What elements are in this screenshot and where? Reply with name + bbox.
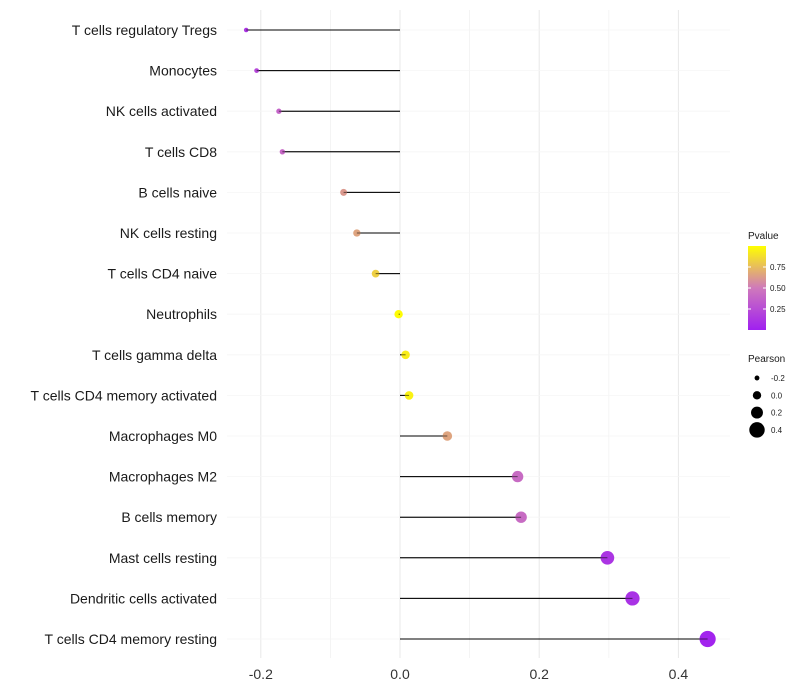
pvalue-legend-title: Pvalue [748,231,779,242]
category-label: B cells memory [121,509,217,525]
size-key-label: 0.4 [771,426,783,435]
category-label: T cells CD8 [145,144,217,160]
size-key-dot [751,406,763,419]
size-key-dot [749,422,765,438]
stems [246,29,708,640]
x-tick-label: 0.4 [669,666,689,682]
category-label: Dendritic cells activated [70,590,217,606]
category-label: T cells CD4 memory activated [31,387,217,403]
x-tick-label: -0.2 [249,666,273,682]
data-point [340,188,348,196]
pearson-legend: Pearson -0.2 0.0 0.2 0.4 [748,354,785,438]
size-key-label: 0.2 [771,409,783,418]
colorbar-tick-label: 0.25 [770,305,786,314]
size-key-dot [754,375,760,381]
category-label: NK cells resting [120,225,217,241]
category-label: T cells CD4 naive [108,266,218,282]
category-label: Neutrophils [146,306,217,322]
category-label: Macrophages M2 [109,469,217,485]
category-label: B cells naive [138,184,217,200]
category-label: Monocytes [149,63,217,79]
category-label: Mast cells resting [109,550,217,566]
size-key-label: -0.2 [771,374,785,383]
size-key-label: 0.0 [771,391,783,400]
category-label: T cells regulatory Tregs [72,22,217,38]
grid-lines [227,10,730,658]
pearson-legend-title: Pearson [748,354,785,365]
size-key-dot [752,391,762,400]
category-label: T cells CD4 memory resting [45,631,217,647]
colorbar-tick-label: 0.50 [770,284,786,293]
x-tick-label: 0.0 [390,666,410,682]
category-label: Macrophages M0 [109,428,217,444]
category-labels: T cells regulatory Tregs Monocytes NK cell… [31,22,218,647]
colorbar-tick-label: 0.75 [770,263,786,272]
data-point [404,391,414,400]
category-label: NK cells activated [106,103,217,119]
pvalue-colorbar [748,246,766,330]
data-points [243,27,716,648]
x-axis-ticks: -0.2 0.0 0.2 0.4 [249,666,689,682]
pvalue-legend: Pvalue 0.25 0.50 0.75 [748,231,786,330]
category-label: T cells gamma delta [92,347,217,363]
x-tick-label: 0.2 [529,666,549,682]
